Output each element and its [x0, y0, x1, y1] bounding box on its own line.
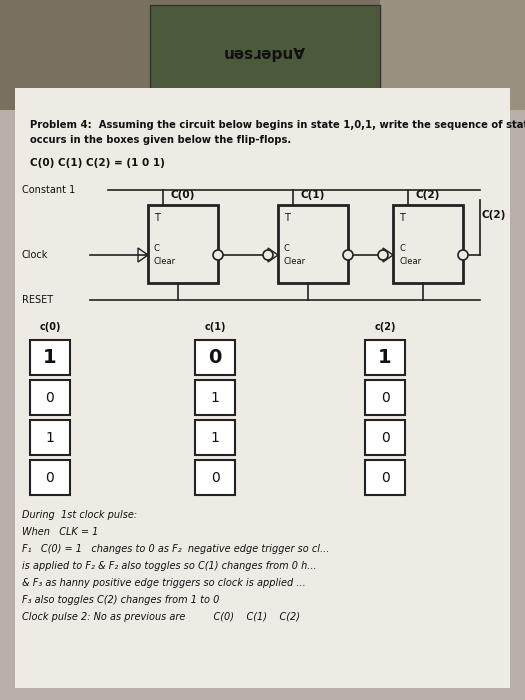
Bar [195, 340, 235, 375]
Text: F₁   C(0) = 1   changes to 0 as F₂  negative edge trigger so cl...: F₁ C(0) = 1 changes to 0 as F₂ negative … [22, 544, 329, 554]
Text: C: C [154, 244, 160, 253]
Text: T: T [154, 213, 160, 223]
Text: Clear: Clear [154, 257, 176, 266]
Bar [195, 380, 235, 415]
Text: Constant 1: Constant 1 [22, 185, 75, 195]
Bar [15, 88, 510, 688]
Bar [195, 420, 235, 455]
Text: 0: 0 [381, 430, 390, 444]
Text: When   CLK = 1: When CLK = 1 [22, 527, 98, 537]
Text: 0: 0 [46, 391, 55, 405]
Circle shape [263, 250, 273, 260]
Bar [365, 340, 405, 375]
Bar [195, 460, 235, 495]
Bar [0, 0, 525, 110]
Circle shape [458, 250, 468, 260]
Text: 1: 1 [43, 348, 57, 367]
Text: Clear: Clear [284, 257, 306, 266]
Text: c(2): c(2) [374, 322, 396, 332]
Text: & F₃ as hanny positive edge triggers so clock is applied ...: & F₃ as hanny positive edge triggers so … [22, 578, 306, 588]
Bar [30, 340, 70, 375]
Text: Clock pulse 2: No as previous are         C(0)    C(1)    C(2): Clock pulse 2: No as previous are C(0) C… [22, 612, 300, 622]
Text: C(0) C(1) C(2) = (1 0 1): C(0) C(1) C(2) = (1 0 1) [30, 158, 165, 168]
Text: C: C [284, 244, 290, 253]
Bar [380, 0, 525, 110]
Text: 1: 1 [46, 430, 55, 444]
Text: C: C [399, 244, 405, 253]
Circle shape [213, 250, 223, 260]
Text: T: T [284, 213, 290, 223]
Text: 1: 1 [378, 348, 392, 367]
Text: Problem 4:  Assuming the circuit below begins in state 1,0,1, write the sequence: Problem 4: Assuming the circuit below be… [30, 120, 525, 130]
Text: 0: 0 [381, 391, 390, 405]
Text: c(0): c(0) [39, 322, 61, 332]
Text: 0: 0 [381, 470, 390, 484]
Bar [30, 380, 70, 415]
Bar [365, 420, 405, 455]
Text: c(1): c(1) [204, 322, 226, 332]
Text: During  1st clock pulse:: During 1st clock pulse: [22, 510, 137, 520]
Text: Clock: Clock [22, 250, 48, 260]
Bar [30, 460, 70, 495]
Text: 0: 0 [46, 470, 55, 484]
Text: is applied to F₂ & F₂ also toggles so C(1) changes from 0 h...: is applied to F₂ & F₂ also toggles so C(… [22, 561, 317, 571]
Bar [393, 205, 463, 283]
Text: 1: 1 [211, 391, 219, 405]
Circle shape [378, 250, 388, 260]
Bar [150, 5, 380, 105]
Bar [365, 380, 405, 415]
Bar [365, 460, 405, 495]
Text: Clear: Clear [399, 257, 421, 266]
Text: 1: 1 [211, 430, 219, 444]
Circle shape [343, 250, 353, 260]
Bar [30, 420, 70, 455]
Text: C(0): C(0) [171, 190, 195, 200]
Text: 0: 0 [211, 470, 219, 484]
Text: RESET: RESET [22, 295, 53, 305]
Text: occurs in the boxes given below the flip-flops.: occurs in the boxes given below the flip… [30, 135, 291, 145]
Bar [278, 205, 348, 283]
Bar [148, 205, 218, 283]
Text: C(2): C(2) [482, 210, 507, 220]
Text: C(1): C(1) [301, 190, 325, 200]
Text: 0: 0 [208, 348, 222, 367]
Text: F₃ also toggles C(2) changes from 1 to 0: F₃ also toggles C(2) changes from 1 to 0 [22, 595, 219, 605]
Text: T: T [399, 213, 405, 223]
Text: uəsɹəpu∀: uəsɹəpu∀ [224, 48, 306, 62]
Text: C(2): C(2) [416, 190, 440, 200]
